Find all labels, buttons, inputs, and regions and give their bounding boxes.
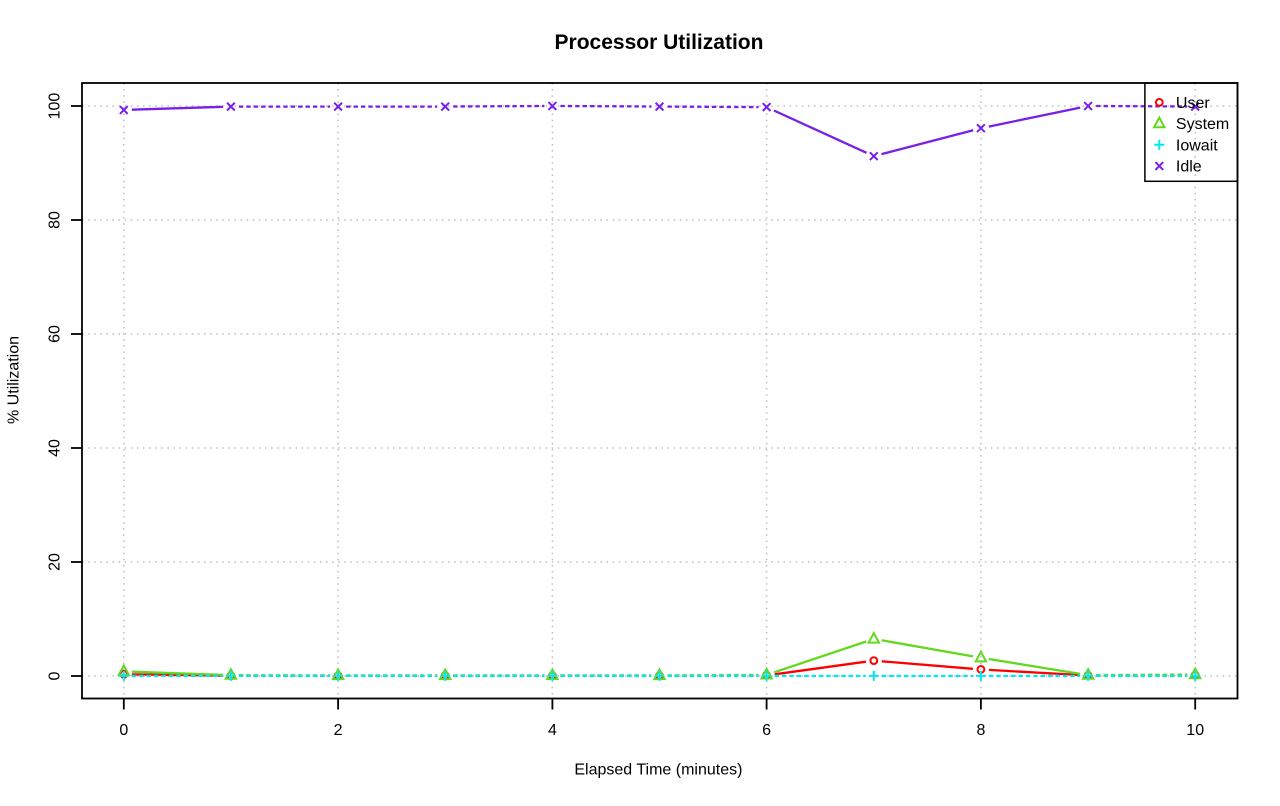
svg-text:% Utilization: % Utilization [6,336,23,424]
svg-text:100: 100 [47,93,64,120]
svg-text:4: 4 [548,722,557,739]
svg-text:Iowait: Iowait [1176,137,1218,154]
svg-text:10: 10 [1186,722,1204,739]
svg-text:60: 60 [47,325,64,343]
svg-text:2: 2 [334,722,343,739]
svg-text:20: 20 [47,553,64,571]
svg-text:0: 0 [47,671,64,680]
svg-text:User: User [1176,95,1210,112]
svg-text:6: 6 [762,722,771,739]
svg-text:Processor Utilization: Processor Utilization [555,31,764,54]
svg-text:40: 40 [47,439,64,457]
svg-text:0: 0 [119,722,128,739]
svg-text:80: 80 [47,211,64,229]
svg-text:Elapsed Time (minutes): Elapsed Time (minutes) [574,762,742,779]
svg-text:Idle: Idle [1176,159,1202,176]
svg-text:8: 8 [976,722,985,739]
svg-text:System: System [1176,116,1229,133]
